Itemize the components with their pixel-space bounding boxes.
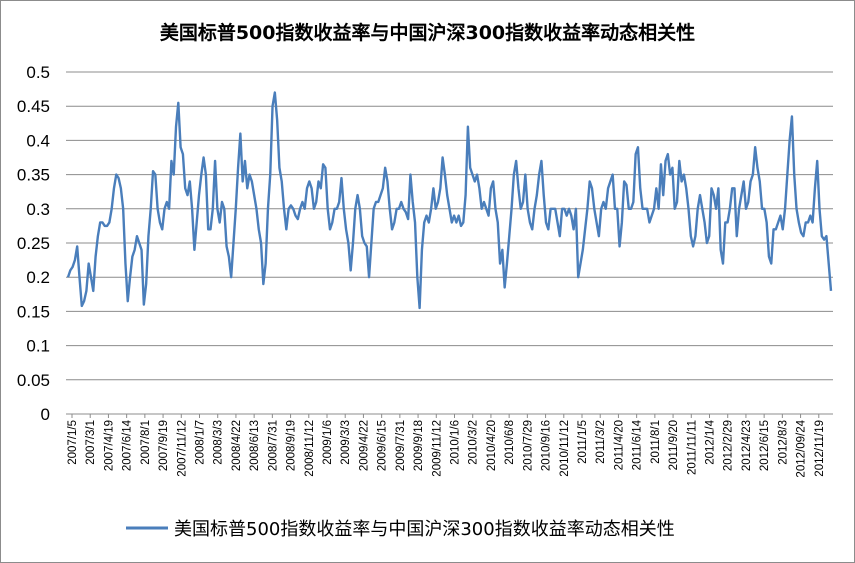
x-tick-label: 2007/3/1 <box>85 420 97 465</box>
y-tick-label: 0 <box>41 405 50 424</box>
x-tick-label: 2008/6/13 <box>249 420 261 471</box>
x-tick-label: 2008/3/3 <box>213 420 225 465</box>
x-tick-label: 2009/11/12 <box>431 420 443 477</box>
y-tick-label: 0.4 <box>26 131 50 150</box>
x-tick-label: 2012/4/23 <box>741 420 753 471</box>
x-tick-label: 2011/3/2 <box>595 420 607 464</box>
series-line-0 <box>66 91 833 310</box>
x-tick-label: 2008/1/7 <box>195 420 207 465</box>
y-tick-label: 0.25 <box>17 234 50 253</box>
x-tick-label: 2012/11/19 <box>814 420 826 477</box>
y-tick-label: 0.35 <box>17 166 50 185</box>
x-tick-label: 2011/6/14 <box>632 419 644 470</box>
x-tick-label: 2010/7/29 <box>522 420 534 471</box>
x-tick-label: 2010/6/8 <box>504 420 516 465</box>
x-tick-label: 2010/3/2 <box>468 420 480 465</box>
x-tick-label: 2009/9/18 <box>413 420 425 471</box>
x-tick-label: 2012/2/29 <box>723 420 735 471</box>
x-tick-label: 2007/9/19 <box>158 420 170 471</box>
x-tick-label: 2007/6/14 <box>122 419 134 471</box>
x-tick-label: 2012/1/4 <box>705 419 717 464</box>
x-tick-label: 2008/4/22 <box>231 420 243 471</box>
x-tick-label: 2009/7/31 <box>395 420 407 471</box>
y-tick-label: 0.45 <box>17 97 50 116</box>
x-tick-label: 2011/11/11 <box>686 420 698 475</box>
y-tick-label: 0.15 <box>17 302 50 321</box>
series-group <box>66 91 833 310</box>
x-tick-label: 2009/3/3 <box>340 420 352 465</box>
y-tick-label: 0.3 <box>26 200 50 219</box>
x-tick-label: 2007/4/19 <box>103 420 115 471</box>
x-tick-label: 2007/11/12 <box>176 420 188 477</box>
y-axis-ticks: 0 0.05 0.1 0.15 0.2 0.25 0.3 0.35 0.4 0.45 0.5 <box>17 63 50 424</box>
x-tick-label: 2012/6/15 <box>759 420 771 471</box>
x-tick-label: 2007/1/5 <box>67 420 79 465</box>
x-tick-label: 2011/8/1 <box>650 420 662 464</box>
y-tick-label: 0.5 <box>26 63 50 82</box>
chart-title: 美国标普500指数收益率与中国沪深300指数收益率动态相关性 <box>159 22 696 44</box>
x-tick-label: 2011/4/20 <box>613 420 625 470</box>
x-tick-label: 2009/4/22 <box>358 420 370 471</box>
x-tick-label: 2008/7/31 <box>267 420 279 471</box>
x-tick-label: 2011/1/5 <box>577 420 589 464</box>
legend: 美国标普500指数收益率与中国沪深300指数收益率动态相关性 <box>126 519 675 540</box>
x-tick-label: 2010/9/16 <box>541 420 553 471</box>
x-tick-label: 2009/1/6 <box>322 420 334 465</box>
x-tick-label: 2012/8/3 <box>777 420 789 465</box>
x-tick-label: 2008/9/19 <box>286 420 298 471</box>
x-tick-label: 2008/11/12 <box>304 420 316 477</box>
gridlines <box>66 71 833 415</box>
x-tick-label: 2011/9/20 <box>668 420 680 470</box>
x-tick-label: 2010/11/12 <box>559 420 571 477</box>
y-tick-label: 0.2 <box>26 268 50 287</box>
x-tick-label: 2009/6/15 <box>377 420 389 471</box>
x-axis-ticks: 2007/1/5 2007/3/1 2007/4/19 2007/6/14 2007/8… <box>67 414 826 478</box>
x-tick-label: 2010/1/6 <box>450 420 462 465</box>
y-tick-label: 0.1 <box>26 337 50 356</box>
legend-label: 美国标普500指数收益率与中国沪深300指数收益率动态相关性 <box>174 519 675 540</box>
x-tick-label: 2007/8/1 <box>140 420 152 465</box>
x-tick-label: 2012/09/24 <box>796 419 808 477</box>
x-tick-label: 2010/4/20 <box>486 420 498 471</box>
y-tick-label: 0.05 <box>17 371 50 390</box>
